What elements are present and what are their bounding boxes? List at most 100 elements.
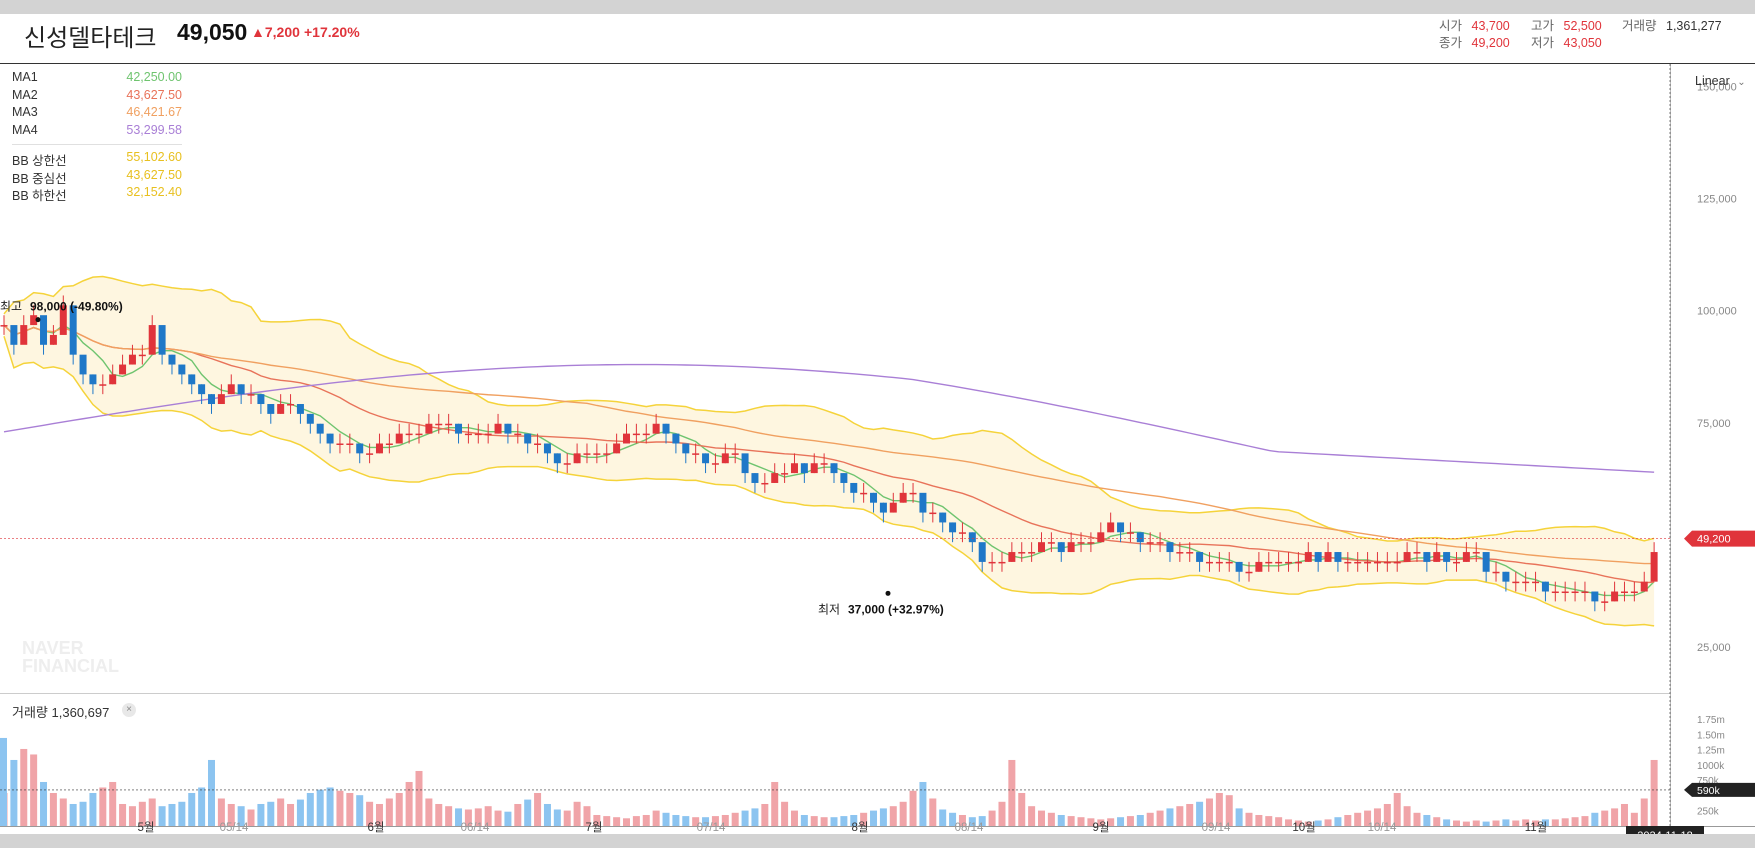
- legend-ma2-value: 43,627.50: [126, 87, 182, 102]
- volume-bar: [810, 816, 818, 826]
- volume-bar: [939, 809, 947, 826]
- volume-bar: [1581, 816, 1589, 826]
- candle-body: [1581, 591, 1589, 594]
- volume-bar: [198, 787, 206, 826]
- volume-bar: [652, 810, 660, 826]
- candle-body: [336, 443, 344, 445]
- volume-bar: [563, 810, 571, 826]
- volume-bar: [771, 781, 779, 826]
- candle-body: [534, 443, 542, 445]
- candle-body: [356, 443, 364, 454]
- candle-body: [1294, 561, 1302, 564]
- candle-body: [642, 433, 650, 436]
- volume-bar: [1640, 798, 1648, 826]
- volume-bar: [702, 817, 710, 826]
- volume-bar: [1591, 812, 1599, 826]
- high-point-dot: [35, 317, 41, 323]
- volume-bar: [208, 759, 215, 826]
- close-value: 49,200: [1471, 36, 1510, 50]
- candle-body: [702, 453, 710, 464]
- candle-body: [1077, 542, 1085, 544]
- volume-bar: [751, 808, 759, 826]
- volume-bar: [1443, 819, 1451, 826]
- volume-value: 1,361,277: [1666, 19, 1722, 33]
- current-price-tag: [1684, 530, 1755, 547]
- volume-bar: [820, 817, 828, 826]
- volume-bar: [1215, 792, 1223, 826]
- volume-bar: [1453, 820, 1460, 826]
- legend-ma3-value: 46,421.67: [126, 105, 182, 119]
- candle-body: [0, 325, 8, 327]
- candle-body: [889, 502, 897, 513]
- volume-bar: [692, 817, 700, 826]
- low-point-label: 최저: [818, 602, 840, 616]
- legend-bb-lower-label: BB 하한선: [12, 189, 67, 203]
- volume-bar: [988, 810, 996, 826]
- volume-bar: [49, 792, 57, 826]
- volume-tick-label: 1000k: [1697, 761, 1725, 772]
- current-volume-tag: [1684, 782, 1755, 797]
- candle-body: [613, 443, 621, 454]
- volume-bar: [1018, 792, 1026, 826]
- volume-bar: [346, 792, 354, 826]
- candle-body: [1067, 542, 1075, 553]
- volume-bar: [336, 790, 344, 826]
- candle-body: [296, 404, 304, 414]
- volume-bar: [277, 798, 285, 826]
- candle-body: [1028, 552, 1036, 554]
- volume-bar: [1225, 795, 1233, 826]
- volume-bar: [1403, 806, 1411, 826]
- bollinger-lower-line: [3, 336, 1655, 627]
- chart-frame: NAVER FINANCIAL 150,000 125,000 100,000 75,00…: [0, 14, 1755, 834]
- candle-body: [652, 423, 660, 434]
- candle-body: [405, 433, 413, 436]
- candle-body: [1640, 581, 1648, 592]
- candle-body: [909, 492, 917, 495]
- volume-bar: [623, 818, 630, 826]
- candle-body: [899, 492, 907, 503]
- high-value: 52,500: [1563, 19, 1602, 33]
- volume-bar: [1551, 819, 1559, 826]
- low-price: 저가 43,050: [1531, 32, 1602, 51]
- volume-bar: [583, 806, 591, 826]
- watermark-line-1: NAVER: [22, 638, 84, 658]
- volume-bar: [356, 795, 364, 826]
- candle-body: [168, 354, 176, 365]
- date-axis-label: 10월: [1292, 821, 1315, 834]
- price-tick-label: 150,000: [1697, 81, 1737, 93]
- volume-bar: [1433, 817, 1441, 826]
- legend-divider: [12, 144, 182, 145]
- volume-bar: [1472, 820, 1480, 826]
- volume-bar: [1038, 810, 1045, 826]
- volume-tick-label: 750k: [1697, 776, 1720, 787]
- volume-bar: [1492, 820, 1500, 826]
- candle-body: [366, 453, 374, 455]
- volume-bar: [870, 810, 878, 826]
- legend-ma1-label: MA1: [12, 70, 38, 84]
- volume-bar: [227, 803, 235, 826]
- candle-body: [1126, 532, 1134, 534]
- candle-body: [1057, 542, 1065, 553]
- candle-body: [1423, 552, 1431, 562]
- candle-body: [1176, 552, 1184, 554]
- volume-bar: [119, 803, 127, 826]
- volume-bar: [1324, 819, 1332, 826]
- volume-bar: [1630, 812, 1638, 826]
- candle-body: [514, 433, 522, 436]
- candle-body: [632, 433, 640, 436]
- candle-body: [1008, 552, 1016, 562]
- candle-body: [820, 463, 828, 465]
- candle-body: [800, 463, 808, 474]
- chart-header: 신성델타테크 49,050 ▲7,200 +17.20% 시가 43,700 고…: [0, 14, 1755, 64]
- candle-body: [316, 423, 324, 434]
- candle-body: [761, 482, 769, 485]
- candle-body: [1373, 561, 1381, 564]
- volume-bar: [1364, 810, 1372, 826]
- volume-bar: [89, 792, 97, 826]
- candle-body: [1087, 542, 1095, 544]
- candle-body: [1443, 552, 1451, 562]
- close-icon[interactable]: ×: [122, 703, 136, 717]
- candle-body: [89, 374, 97, 385]
- scale-toggle[interactable]: Linear ⌄: [1695, 74, 1746, 88]
